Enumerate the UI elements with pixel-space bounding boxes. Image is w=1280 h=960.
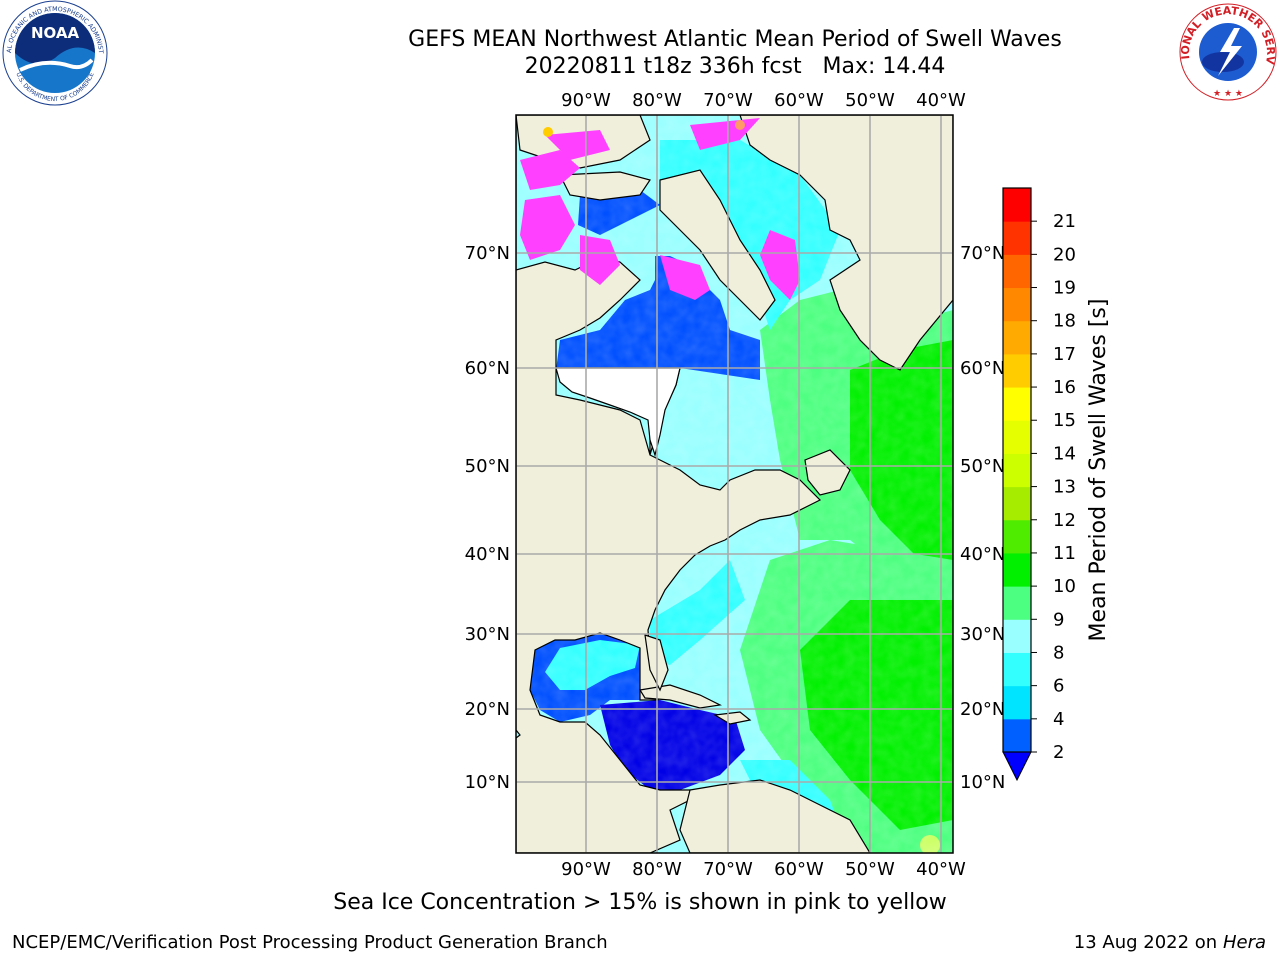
map-title: GEFS MEAN Northwest Atlantic Mean Period…	[408, 27, 1062, 52]
footer-date: 13 Aug 2022 on Hera	[1074, 932, 1266, 953]
footer-host: Hera	[1222, 932, 1266, 953]
colorbar-tick-label: 9	[1053, 609, 1064, 630]
colorbar-tick-label: 11	[1053, 543, 1076, 564]
lat-label-left: 40°N	[465, 544, 510, 565]
lat-label-left: 20°N	[465, 699, 510, 720]
lat-label-right: 60°N	[960, 358, 1005, 379]
lon-label-top: 90°W	[561, 90, 611, 111]
sea-ice-note: Sea Ice Concentration > 15% is shown in …	[333, 890, 947, 915]
colorbar-segments	[1003, 188, 1031, 753]
colorbar-segment	[1003, 221, 1031, 255]
lat-label-left: 30°N	[465, 624, 510, 645]
land-baffin	[659, 169, 776, 321]
lon-label-bottom: 80°W	[632, 859, 682, 880]
colorbar-tick-label: 2	[1053, 742, 1064, 763]
colorbar-segment	[1003, 552, 1031, 587]
colorbar-tick-label: 8	[1053, 642, 1064, 663]
noaa-logo: NATIONAL OCEANIC AND ATMOSPHERIC ADMINIS…	[0, 0, 108, 106]
sea-ice-patch	[760, 230, 800, 300]
footer-date-text: 13 Aug 2022 on	[1073, 932, 1218, 953]
colorbar-tick-label: 19	[1053, 278, 1076, 299]
lat-label-right: 50°N	[960, 456, 1005, 477]
lon-label-top: 50°W	[845, 90, 895, 111]
lat-label-right: 20°N	[960, 699, 1005, 720]
lat-label-right: 70°N	[960, 243, 1005, 264]
colorbar-segment	[1003, 287, 1031, 322]
colorbar-tick-label: 6	[1053, 676, 1064, 697]
graticule	[516, 115, 953, 853]
lat-label-left: 10°N	[465, 772, 510, 793]
colorbar-tick-label: 18	[1053, 311, 1076, 332]
lat-label-right: 30°N	[960, 624, 1005, 645]
colorbar-segment	[1003, 254, 1031, 289]
map-subtitle: 20220811 t18z 336h fcst Max: 14.44	[524, 54, 946, 79]
lon-label-bottom: 50°W	[845, 859, 895, 880]
svg-text:★ ★ ★: ★ ★ ★	[1213, 89, 1243, 99]
nws-logo: NATIONAL WEATHER SERVICE ★ ★ ★	[1176, 0, 1277, 101]
colorbar-segment	[1003, 320, 1031, 355]
colorbar-tick-label: 20	[1053, 244, 1076, 265]
colorbar-tick-label: 12	[1053, 510, 1076, 531]
lat-labels: 70°N 60°N 50°N 40°N 30°N 20°N 10°N 70°N …	[465, 243, 1006, 793]
colorbar-under-triangle	[1002, 751, 1032, 782]
noaa-text: NOAA	[31, 24, 80, 42]
lon-label-bottom: 90°W	[561, 859, 611, 880]
colorbar-segment	[1003, 685, 1031, 720]
sea-ice-patch	[580, 235, 620, 285]
sea-ice-patch	[545, 130, 610, 160]
map-panel	[516, 115, 953, 853]
lon-label-bottom: 70°W	[703, 859, 753, 880]
colorbar-segment	[1003, 188, 1031, 222]
colorbar-tick-label: 15	[1053, 410, 1076, 431]
colorbar-tick-label: 10	[1053, 576, 1076, 597]
map-frame	[515, 114, 954, 854]
sea-ice-patch	[660, 255, 710, 300]
colorbar-tick-label: 13	[1053, 477, 1076, 498]
land-greenland	[739, 115, 953, 371]
colorbar-segment	[1003, 486, 1031, 521]
footer-credit: NCEP/EMC/Verification Post Processing Pr…	[12, 932, 608, 953]
lon-label-top: 80°W	[632, 90, 682, 111]
sea-ice-overlay	[520, 118, 800, 300]
colorbar-frame	[1002, 187, 1032, 753]
lon-labels: 90°W 80°W 70°W 60°W 50°W 40°W 90°W 80°W …	[561, 90, 966, 880]
colorbar-ticks: 2 4 6 8 9 10 11 12 13 14 15 16 17 18 19 20 21	[1031, 211, 1076, 763]
lon-label-top: 60°W	[774, 90, 824, 111]
colorbar-segment	[1003, 519, 1031, 554]
colorbar-tick-label: 21	[1053, 211, 1076, 232]
colorbar: 2 4 6 8 9 10 11 12 13 14 15 16 17 18 19 20 21 Mean Perio…	[1002, 187, 1111, 782]
lat-label-right: 40°N	[960, 544, 1005, 565]
sea-ice-yellow-spot	[543, 127, 553, 137]
lon-label-top: 40°W	[916, 90, 966, 111]
colorbar-segment	[1003, 619, 1031, 653]
sea-ice-orange-spot	[735, 120, 745, 130]
lon-label-top: 70°W	[703, 90, 753, 111]
colorbar-tick-label: 4	[1053, 709, 1064, 730]
sea-ice-patch	[520, 150, 580, 190]
colorbar-segment	[1003, 718, 1031, 753]
sea-ice-patch	[520, 195, 575, 260]
colorbar-tick-label: 17	[1053, 344, 1076, 365]
lat-label-left: 70°N	[465, 243, 510, 264]
colorbar-segment	[1003, 353, 1031, 388]
colorbar-segment	[1003, 387, 1031, 421]
colorbar-segment	[1003, 420, 1031, 454]
colorbar-segment	[1003, 586, 1031, 620]
hudson-bay-undefined	[555, 367, 681, 458]
colorbar-label: Mean Period of Swell Waves [s]	[1086, 299, 1111, 642]
lat-label-left: 60°N	[465, 358, 510, 379]
colorbar-tick-label: 14	[1053, 443, 1076, 464]
colorbar-segment	[1003, 453, 1031, 488]
lon-label-bottom: 40°W	[916, 859, 966, 880]
land-hispaniola	[713, 711, 752, 725]
lat-label-left: 50°N	[465, 456, 510, 477]
colorbar-segment	[1003, 652, 1031, 687]
lon-label-bottom: 60°W	[774, 859, 824, 880]
land-arctic-islands-2	[559, 171, 651, 201]
land-newfoundland	[804, 449, 851, 496]
lat-label-right: 10°N	[960, 772, 1005, 793]
colorbar-tick-label: 16	[1053, 377, 1076, 398]
